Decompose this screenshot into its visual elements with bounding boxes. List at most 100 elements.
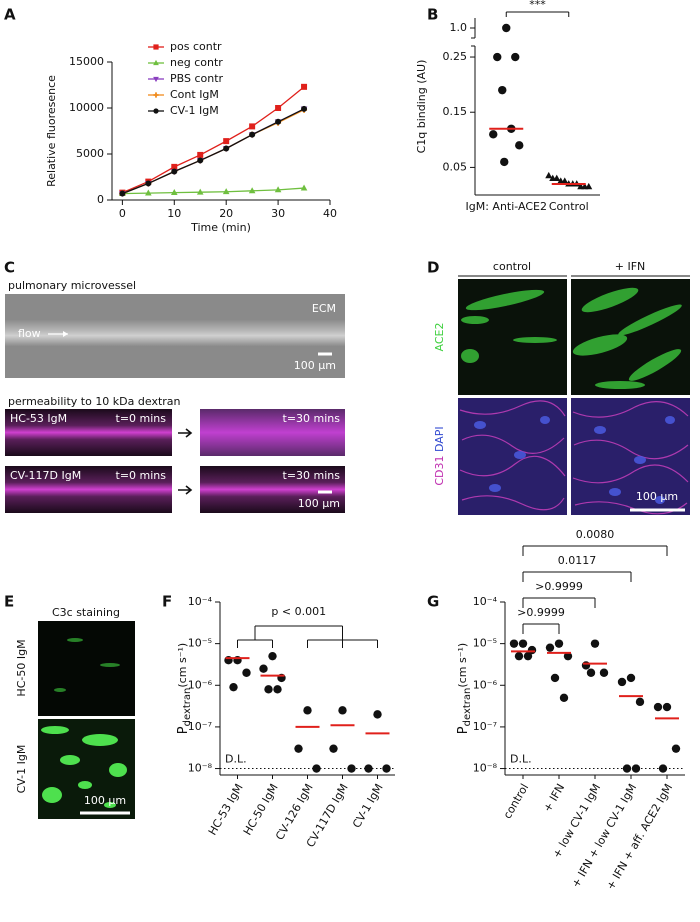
marker xyxy=(347,764,356,773)
y-tick-label: 5000 xyxy=(76,147,104,160)
marker xyxy=(581,661,591,670)
dextran-image xyxy=(200,466,345,513)
y-tick-label: 10⁻⁸ xyxy=(188,762,213,775)
row-label: CV-117D IgM xyxy=(10,469,81,482)
marker xyxy=(303,706,312,715)
marker xyxy=(229,682,238,692)
marker xyxy=(498,85,507,95)
marker xyxy=(518,639,528,648)
c3c-image xyxy=(38,621,135,716)
marker xyxy=(196,188,204,195)
marker xyxy=(561,177,569,184)
marker xyxy=(658,764,668,773)
marker xyxy=(373,710,382,719)
y-axis-label: dextran xyxy=(462,688,473,727)
y-axis-label: P xyxy=(176,726,191,734)
y-tick-label: 10⁻⁵ xyxy=(188,637,212,650)
marker xyxy=(145,180,152,187)
y-tick-label: 0.05 xyxy=(443,160,468,173)
marker xyxy=(301,83,308,90)
y-tick-label: 0 xyxy=(97,193,104,206)
comparison-label: >0.9999 xyxy=(517,606,565,619)
y-tick-label: 10⁻⁶ xyxy=(188,678,213,691)
marker xyxy=(197,151,204,158)
marker xyxy=(171,163,178,170)
y-axis-label: dextran xyxy=(182,688,193,727)
stain-label: ACE2 xyxy=(433,323,446,352)
x-tick-label: + IFN + low CV-1 IgM xyxy=(569,782,639,890)
marker xyxy=(599,668,609,677)
x-tick-label: 0 xyxy=(119,207,126,220)
stain-label: CD31 DAPI xyxy=(433,426,446,485)
flow-arrow xyxy=(63,331,68,337)
dextran-image xyxy=(200,409,345,456)
row-label: HC-50 IgM xyxy=(15,639,28,696)
marker xyxy=(559,693,569,703)
marker xyxy=(242,668,251,677)
ace2-image xyxy=(571,279,690,395)
image-title: C3c staining xyxy=(52,606,120,619)
marker xyxy=(545,643,555,652)
y-tick-label: 10⁻⁷ xyxy=(473,720,497,733)
x-tick-label: HC-53 IgM xyxy=(206,782,246,838)
panel-letter: C xyxy=(4,259,15,277)
x-tick-label: 30 xyxy=(271,207,285,220)
marker xyxy=(248,187,256,194)
y-axis-label: (cm s⁻¹) xyxy=(176,643,189,688)
vessel-lumen xyxy=(5,320,345,346)
scale-label: 100 µm xyxy=(294,359,336,372)
column-label: control xyxy=(493,260,531,273)
marker xyxy=(273,685,282,694)
marker xyxy=(617,677,627,687)
marker xyxy=(153,44,159,50)
series-line xyxy=(122,187,305,195)
dextran-image xyxy=(5,466,172,513)
marker xyxy=(585,182,593,190)
marker xyxy=(635,697,645,707)
comparison-label: >0.9999 xyxy=(535,580,583,593)
marker xyxy=(489,130,498,139)
reference-label: D.L. xyxy=(510,753,532,766)
panel-d: D control + IFN ACE2 CD31 DAPI 100 µm xyxy=(427,259,690,515)
y-axis-label: Relative fluoresence xyxy=(45,75,58,187)
marker xyxy=(509,639,519,648)
marker xyxy=(671,744,681,753)
marker xyxy=(382,764,391,773)
marker xyxy=(223,145,230,152)
panel-letter: B xyxy=(427,6,438,24)
panel-letter: E xyxy=(4,593,14,611)
stain-label: DAPI xyxy=(433,426,446,452)
x-axis-label: Time (min) xyxy=(190,221,251,234)
marker xyxy=(171,168,178,175)
legend-label: CV-1 IgM xyxy=(170,104,219,117)
y-tick-label: 10⁻⁴ xyxy=(473,595,498,608)
marker xyxy=(563,651,573,661)
c3c-signal xyxy=(54,638,120,692)
marker xyxy=(145,189,152,196)
y-tick-label: 0.15 xyxy=(443,105,468,118)
marker xyxy=(631,764,641,773)
marker xyxy=(553,174,561,182)
marker xyxy=(554,639,564,648)
marker xyxy=(545,171,553,179)
marker xyxy=(502,23,511,33)
y-tick-label: 10⁻⁵ xyxy=(473,637,497,650)
marker xyxy=(329,744,338,753)
y-axis-label: P xyxy=(456,726,471,734)
dapi-signal xyxy=(474,416,675,504)
reference-label: D.L. xyxy=(225,753,247,766)
arrow xyxy=(178,428,193,438)
y-axis-label: (cm s⁻¹) xyxy=(456,643,469,688)
marker xyxy=(294,744,303,753)
marker xyxy=(514,651,524,661)
time-label: t=30 mins xyxy=(283,412,341,425)
arrow xyxy=(178,485,193,495)
marker xyxy=(493,52,502,62)
x-tick-label: control xyxy=(501,782,531,822)
y-tick-label: 10⁻⁷ xyxy=(188,720,212,733)
y-axis-label: C1q binding (AU) xyxy=(415,60,428,154)
row-label: HC-53 IgM xyxy=(10,412,67,425)
x-tick-label: + IFN xyxy=(541,782,568,815)
y-tick-label: 10⁻⁴ xyxy=(188,595,213,608)
y-axis-label: Pdextran(cm s⁻¹) xyxy=(176,643,194,734)
